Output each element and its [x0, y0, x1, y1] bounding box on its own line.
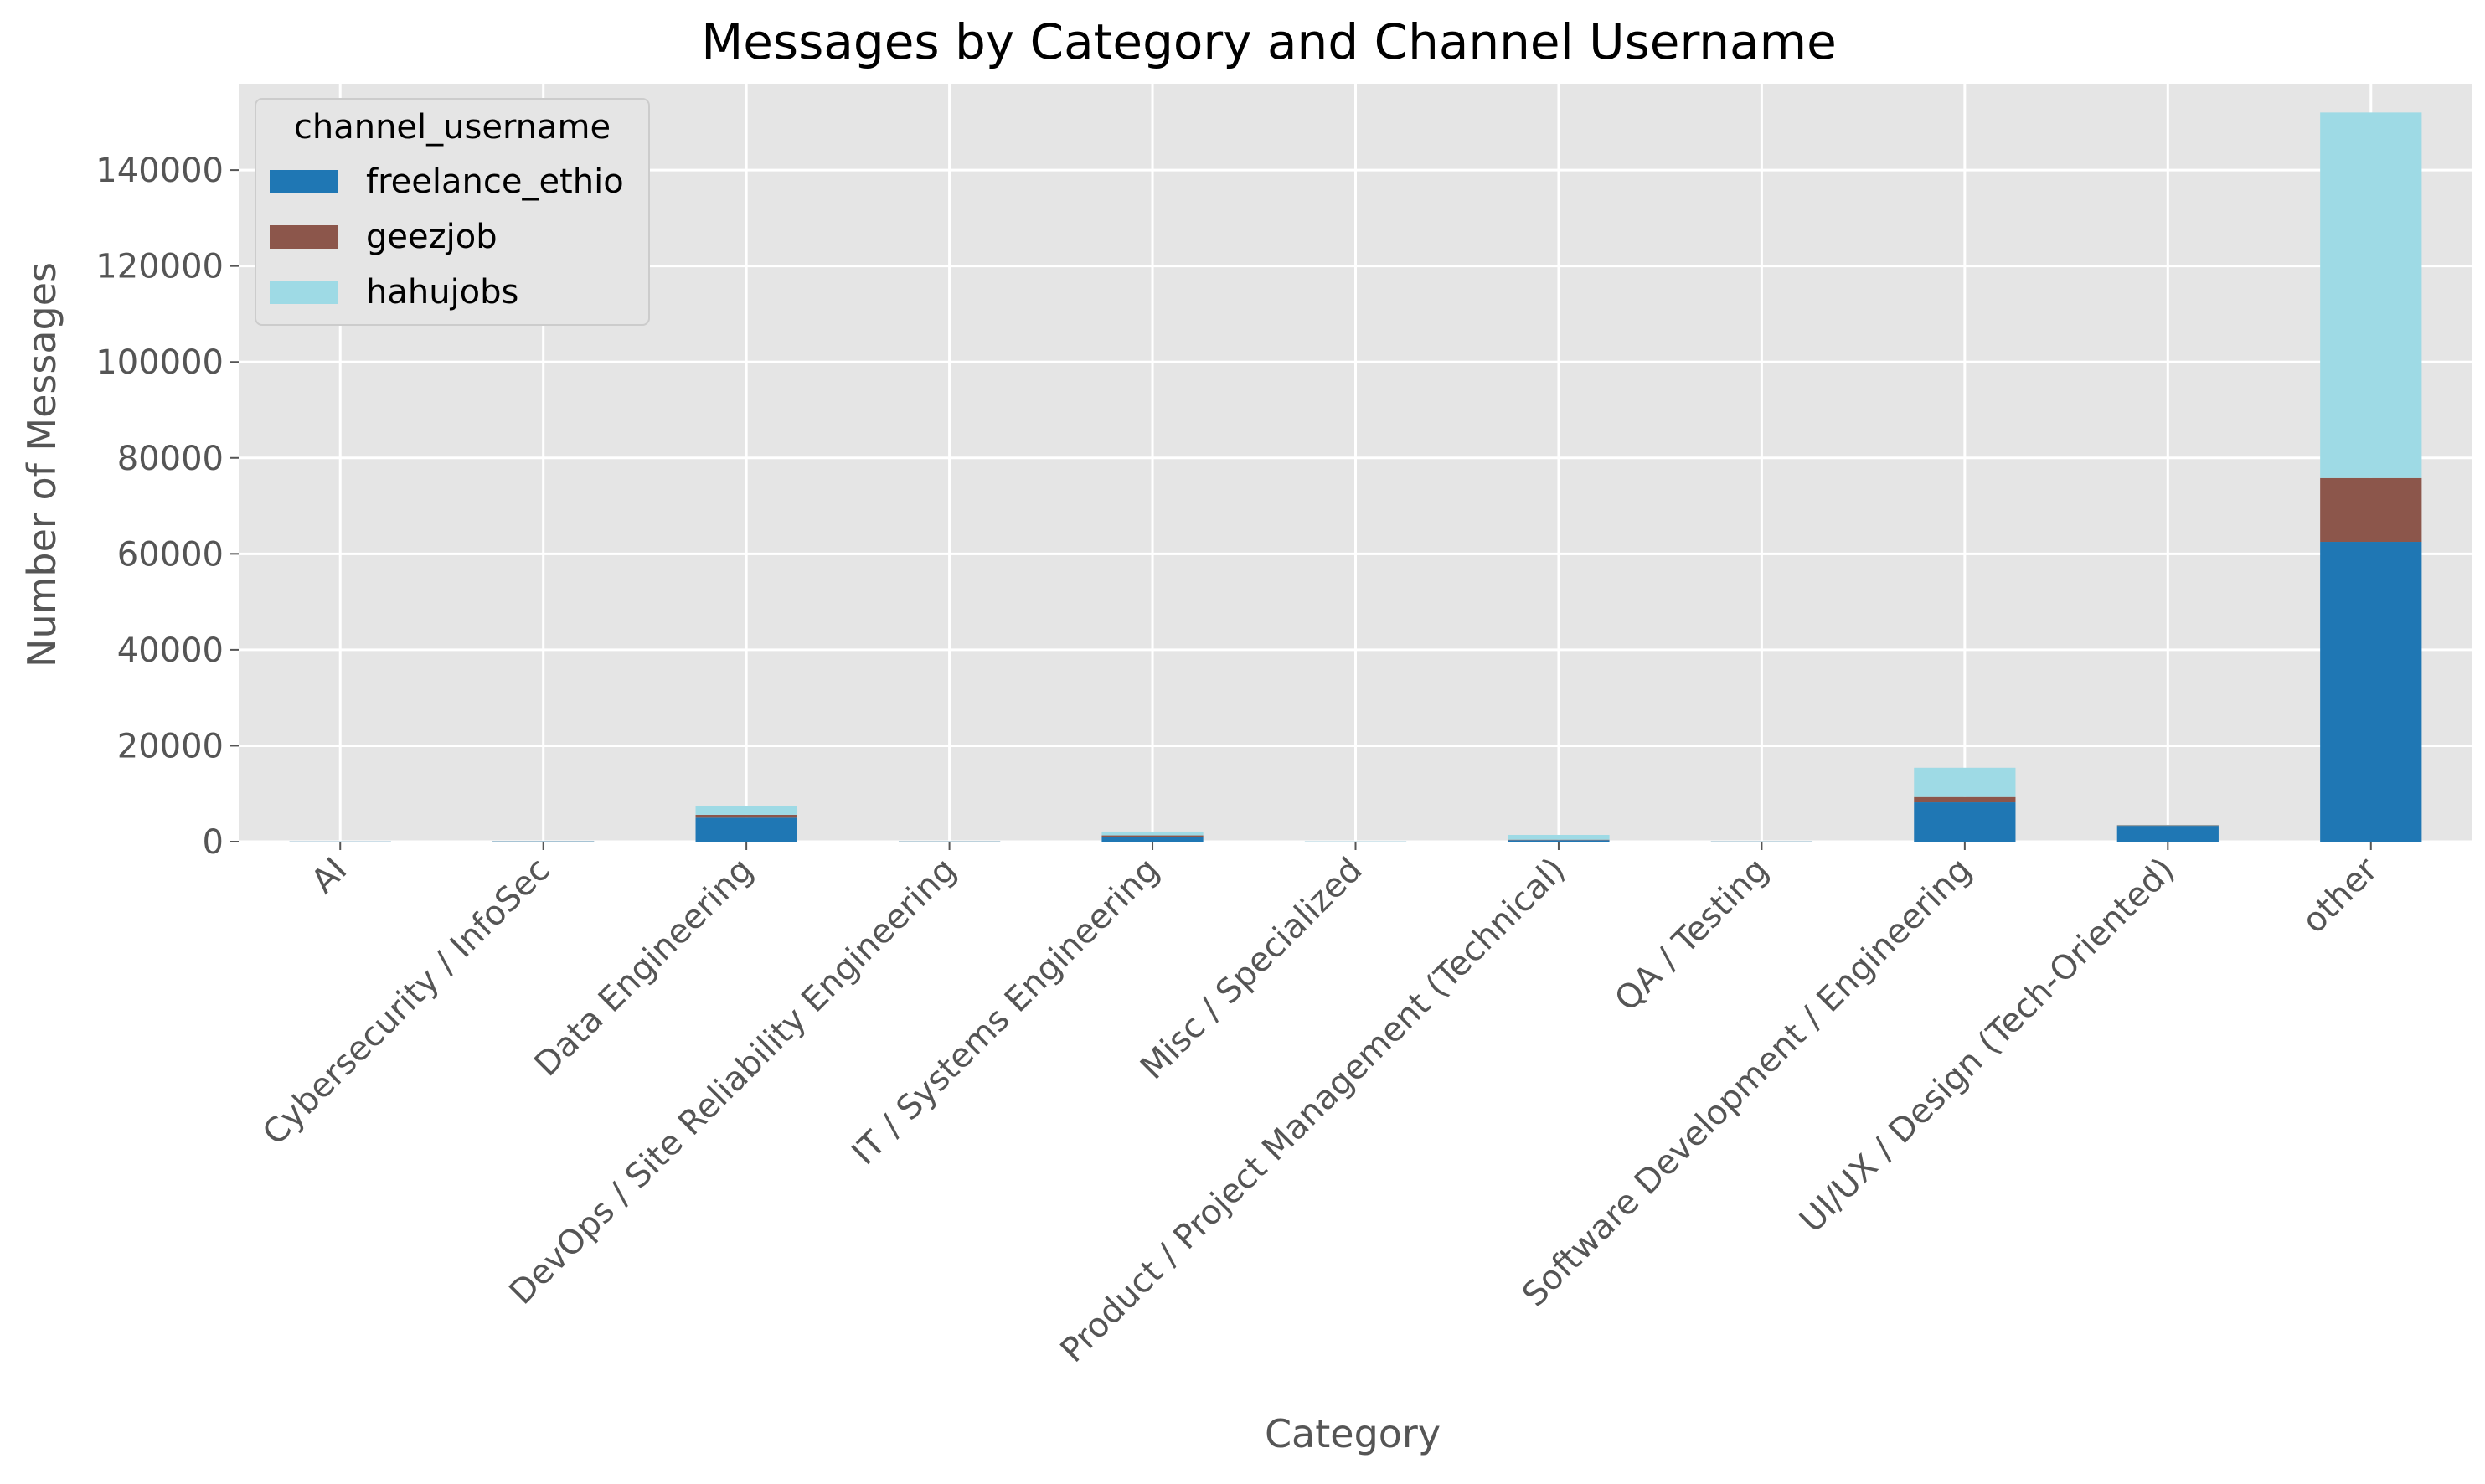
- legend-title: channel_username: [294, 108, 611, 147]
- legend-swatch-hahujobs: [270, 281, 338, 304]
- bar-segment-geezjob: [2320, 478, 2421, 542]
- y-tick-label: 120000: [95, 248, 224, 286]
- legend-swatch-geezjob: [270, 225, 338, 249]
- y-tick-label: 80000: [117, 440, 224, 478]
- chart-title: Messages by Category and Channel Usernam…: [701, 13, 1837, 70]
- bar-segment-hahujobs: [696, 806, 797, 815]
- bar-segment-hahujobs: [1914, 768, 2015, 797]
- y-tick-label: 0: [203, 823, 224, 862]
- legend-label-geezjob: geezjob: [366, 218, 498, 256]
- y-axis-label: Number of Messages: [19, 262, 64, 667]
- y-tick-label: 100000: [95, 343, 224, 382]
- y-tick-label: 140000: [95, 152, 224, 190]
- bar-segment-freelance_ethio: [1101, 837, 1203, 842]
- bar-segment-geezjob: [2117, 826, 2219, 827]
- bar-segment-hahujobs: [1508, 835, 1609, 840]
- bar-segment-freelance_ethio: [696, 817, 797, 842]
- y-tick-label: 40000: [117, 631, 224, 670]
- bar-segment-freelance_ethio: [2320, 542, 2421, 842]
- bar-segment-freelance_ethio: [2117, 826, 2219, 842]
- bar-segment-hahujobs: [2117, 825, 2219, 826]
- y-tick-label: 20000: [117, 727, 224, 765]
- legend-label-freelance_ethio: freelance_ethio: [366, 162, 624, 201]
- bar-segment-geezjob: [1914, 797, 2015, 802]
- bar-segment-geezjob: [1101, 836, 1203, 837]
- legend-label-hahujobs: hahujobs: [366, 273, 518, 312]
- bar-segment-geezjob: [696, 815, 797, 817]
- y-tick-label: 60000: [117, 535, 224, 574]
- bar-segment-geezjob: [1508, 840, 1609, 841]
- legend-swatch-freelance_ethio: [270, 170, 338, 193]
- bar-segment-freelance_ethio: [1914, 802, 2015, 842]
- bar-segment-hahujobs: [1101, 832, 1203, 836]
- bar-segment-hahujobs: [2320, 112, 2421, 477]
- x-axis-label: Category: [1265, 1411, 1441, 1456]
- bar-segment-freelance_ethio: [1508, 840, 1609, 842]
